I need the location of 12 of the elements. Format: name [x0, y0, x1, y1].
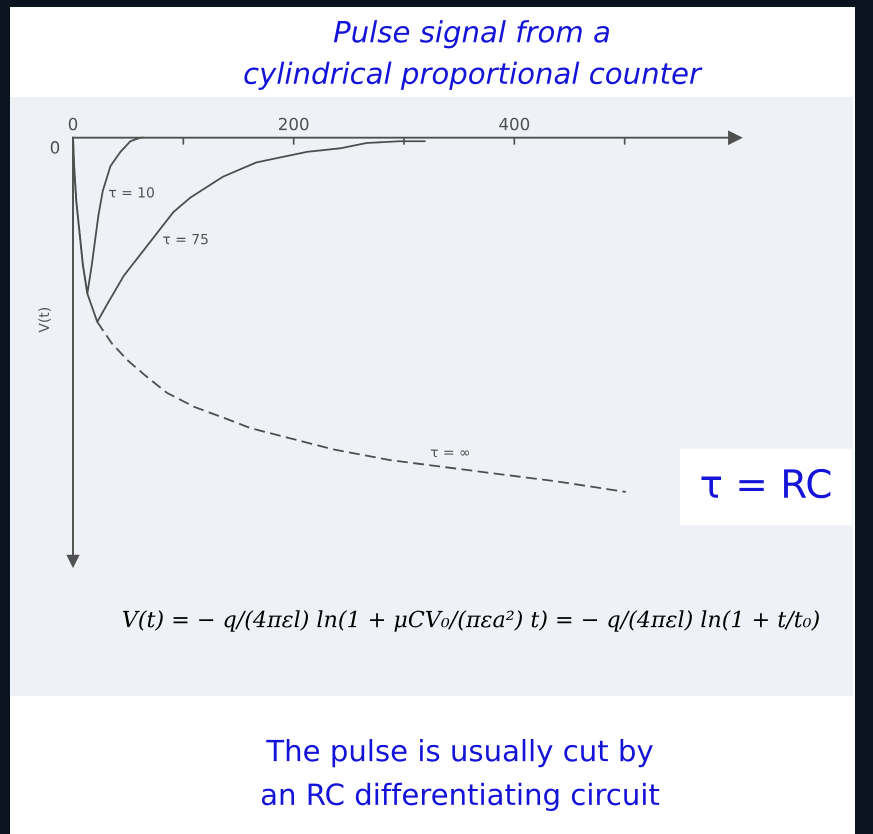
text: The pulse is usually cut by an RC differentiating circuit	[262, 739, 660, 811]
y-axis-title: V(t)	[38, 308, 51, 332]
x-tick-label: 400	[499, 118, 530, 130]
x-tick-label: 200	[278, 118, 308, 130]
annotation: τ = RC	[701, 468, 830, 498]
series-label: τ = ∞	[430, 449, 470, 458]
x-tick-label: 0	[68, 118, 78, 130]
series-label: τ = 10	[109, 187, 154, 198]
series-label: τ = 75	[163, 234, 208, 244]
annotation: 0	[50, 141, 60, 154]
text: V(t) = − q/(4πεl) ln(1 + μCV₀/(πεa²) t) = − q/(4πεl) ln(1 + t/t₀)	[122, 610, 819, 632]
chart-title: Pulse signal from a cylindrical proportional counter	[244, 20, 702, 90]
